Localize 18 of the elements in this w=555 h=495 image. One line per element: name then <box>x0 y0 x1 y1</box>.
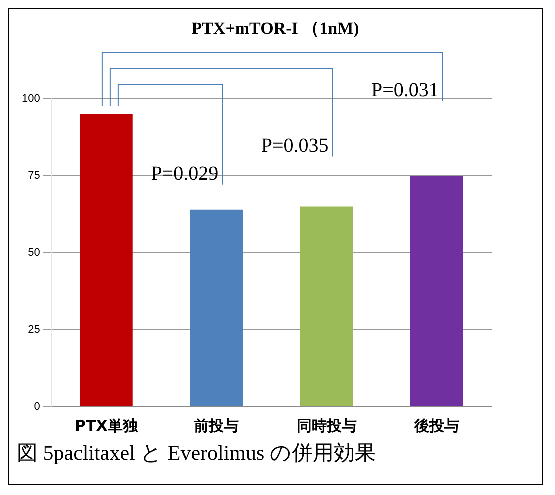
bar <box>410 176 464 406</box>
y-tick-label: 75 <box>28 170 40 182</box>
annotation: P=0.029 <box>151 163 219 186</box>
bar <box>300 206 354 406</box>
y-tick-label: 50 <box>28 247 40 260</box>
x-tick-label: 後投与 <box>413 416 460 435</box>
y-tick-label: 100 <box>22 93 40 106</box>
bar <box>80 114 133 406</box>
chart-title: PTX+mTOR-I （1nM) <box>190 18 360 39</box>
annotation: P=0.035 <box>261 135 329 158</box>
y-tick-label: 0 <box>34 401 40 414</box>
caption: 図 5paclitaxel と Everolimus の併用効果 <box>16 440 377 467</box>
x-tick-label: PTX単独 <box>75 416 139 435</box>
x-tick-label: 同時投与 <box>296 416 357 435</box>
annotation: P=0.031 <box>372 79 439 102</box>
y-tick-label: 25 <box>28 324 40 336</box>
bar <box>190 210 244 406</box>
x-tick-label: 前投与 <box>193 416 240 435</box>
